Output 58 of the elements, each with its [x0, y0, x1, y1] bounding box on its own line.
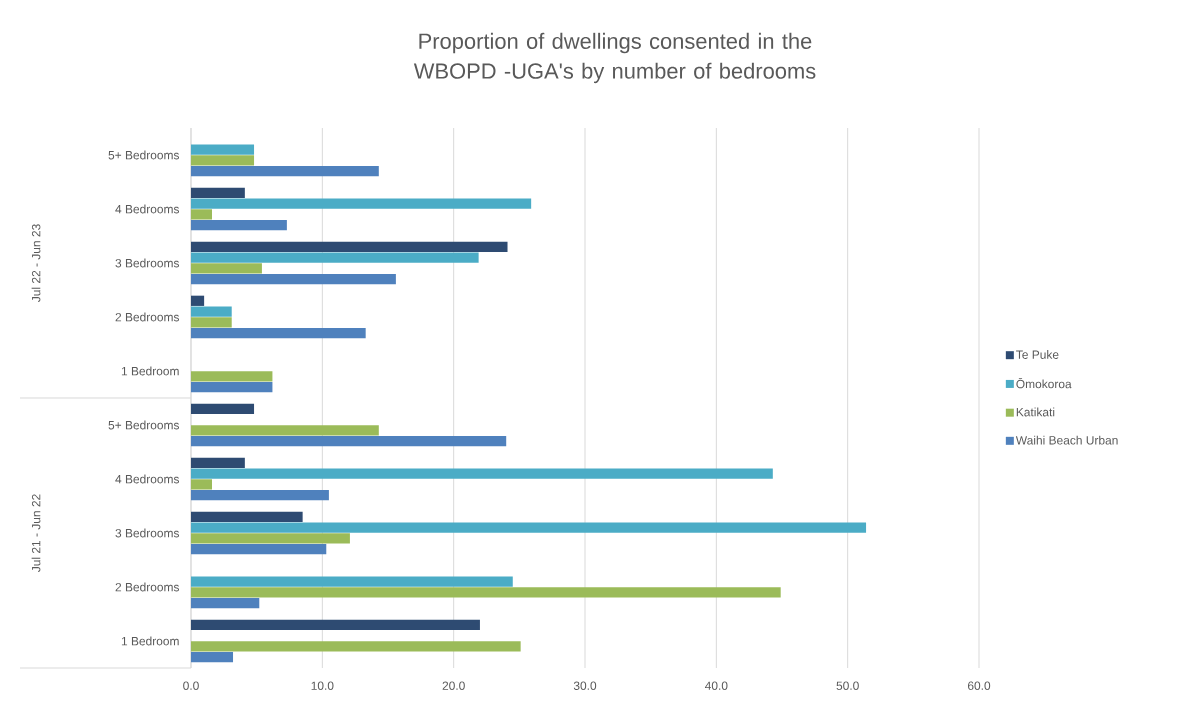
- bar: [191, 382, 273, 393]
- y-tick-label: 1 Bedroom: [121, 636, 179, 646]
- bar: [191, 144, 255, 155]
- y-tick-label: 1 Bedroom: [121, 366, 179, 376]
- bar: [191, 425, 379, 436]
- bar: [191, 241, 508, 252]
- bar: [191, 522, 867, 533]
- bar: [191, 328, 366, 339]
- bar: [191, 490, 329, 501]
- bar: [191, 187, 245, 198]
- bar: [191, 295, 205, 306]
- bar: [191, 274, 396, 285]
- bar: [191, 371, 273, 382]
- x-tick-label: 10.0: [311, 681, 334, 690]
- bar: [191, 544, 327, 555]
- bar: [191, 317, 232, 328]
- bar: [191, 468, 773, 479]
- y-tick-label: 3 Bedrooms: [115, 258, 180, 268]
- text: Jul 21 - Jun 22: [31, 494, 41, 573]
- bar: [191, 457, 245, 468]
- legend-label: Waihi Beach Urban: [1015, 435, 1118, 445]
- y-tick-label: 3 Bedrooms: [115, 528, 180, 538]
- y-tick-label: 4 Bedrooms: [115, 474, 180, 484]
- bar: [191, 403, 255, 414]
- bar: [191, 209, 213, 220]
- chart-title: Proportion of dwellings consented in the WBOPD -UGA's by number of bedrooms: [413, 32, 816, 84]
- bar: [191, 598, 260, 609]
- legend-label: Katikati: [1016, 407, 1055, 417]
- y-tick-label: 4 Bedrooms: [115, 204, 180, 214]
- bar: [191, 576, 513, 587]
- bar: [191, 479, 213, 490]
- bar: [191, 263, 262, 274]
- y-tick-label: 5+ Bedrooms: [108, 150, 180, 160]
- text: Jul 22 - Jun 23: [31, 224, 41, 303]
- bar: [191, 641, 521, 652]
- bar: [191, 166, 379, 177]
- x-tick-label: 60.0: [967, 681, 991, 690]
- bar: [191, 533, 350, 544]
- bar: [191, 252, 479, 263]
- y-tick-label: 2 Bedrooms: [115, 312, 180, 322]
- bar: [191, 306, 232, 317]
- bar: [191, 587, 781, 598]
- x-tick-label: 40.0: [704, 681, 728, 690]
- bar: [191, 198, 532, 209]
- bar: [191, 619, 480, 630]
- bar: [191, 436, 507, 447]
- bar: [191, 511, 303, 522]
- x-tick-label: 0.0: [183, 681, 199, 690]
- bar: [191, 652, 234, 663]
- y-tick-label: 2 Bedrooms: [115, 582, 180, 592]
- bar: [191, 155, 255, 166]
- x-tick-label: 50.0: [836, 681, 859, 690]
- x-tick-label: 30.0: [573, 681, 597, 690]
- legend-label: Ōmokoroa: [1016, 378, 1072, 389]
- legend-label: Te Puke: [1016, 350, 1059, 359]
- x-tick-label: 20.0: [442, 681, 465, 690]
- bar: [191, 220, 287, 231]
- y-tick-label: 5+ Bedrooms: [108, 420, 180, 430]
